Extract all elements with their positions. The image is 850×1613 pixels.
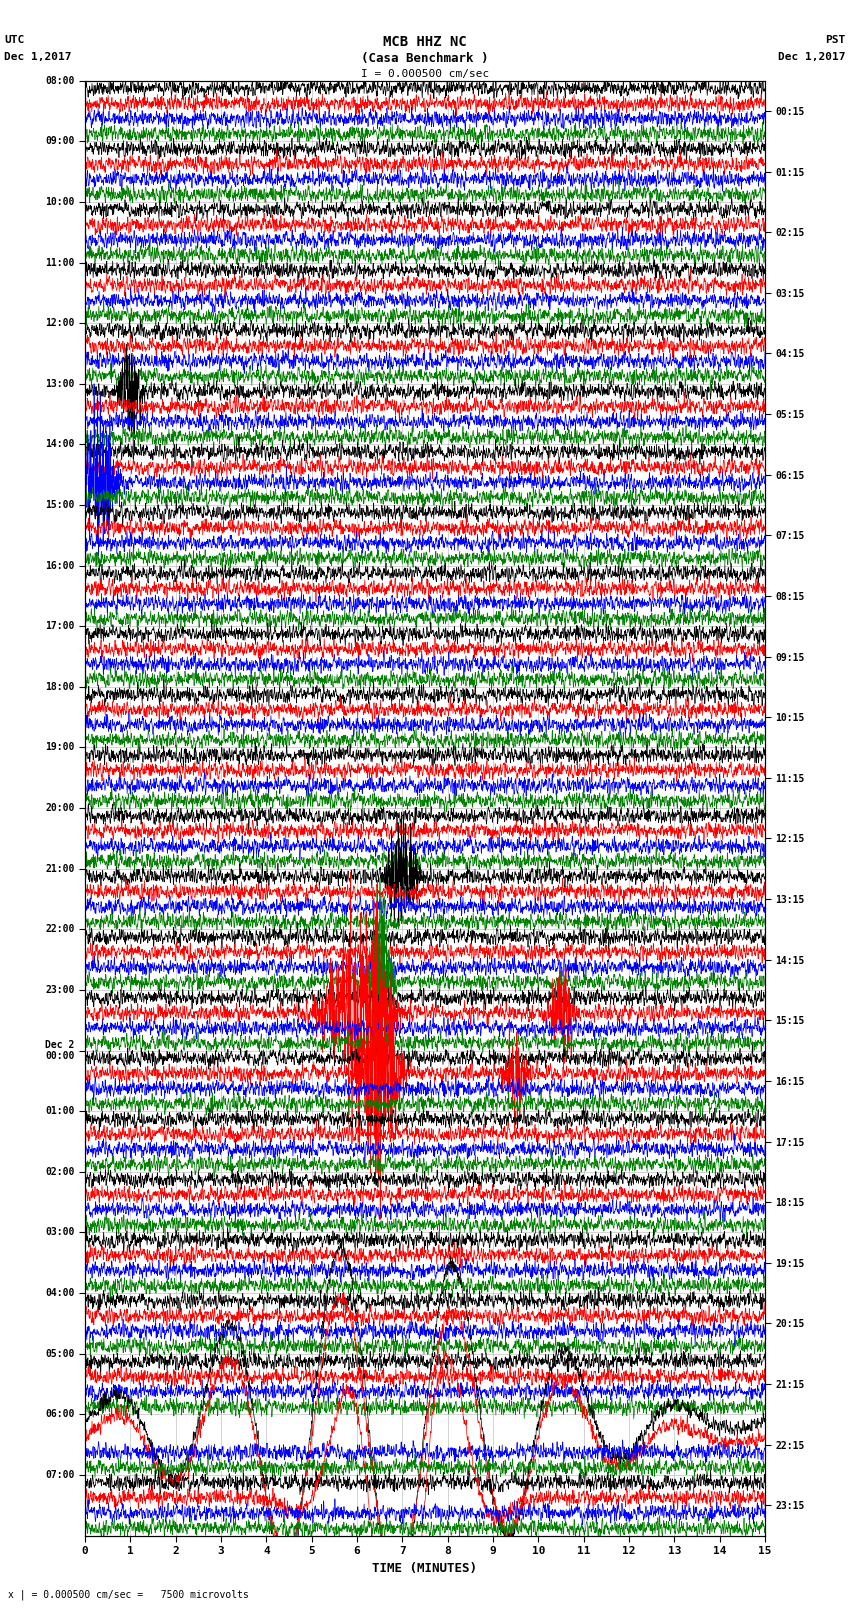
Text: Dec 1,2017: Dec 1,2017 <box>779 52 846 61</box>
Text: (Casa Benchmark ): (Casa Benchmark ) <box>361 52 489 65</box>
Text: x | = 0.000500 cm/sec =   7500 microvolts: x | = 0.000500 cm/sec = 7500 microvolts <box>8 1589 249 1600</box>
Text: Dec 1,2017: Dec 1,2017 <box>4 52 71 61</box>
Text: MCB HHZ NC: MCB HHZ NC <box>383 35 467 50</box>
X-axis label: TIME (MINUTES): TIME (MINUTES) <box>372 1561 478 1574</box>
Text: UTC: UTC <box>4 35 25 45</box>
Text: PST: PST <box>825 35 846 45</box>
Text: I = 0.000500 cm/sec: I = 0.000500 cm/sec <box>361 69 489 79</box>
